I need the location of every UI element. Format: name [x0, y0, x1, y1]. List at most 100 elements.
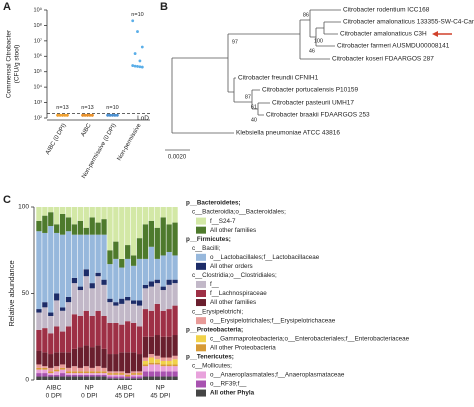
bar-segment	[65, 352, 72, 368]
bar-segment	[154, 362, 160, 365]
bar-segment	[59, 369, 66, 374]
leaf-label: Citrobacter koseri FDAARGOS 287	[332, 56, 434, 63]
bar-segment	[59, 331, 66, 353]
legend-label: o__Erysipelotrichales;f__Erysipelotricha…	[210, 317, 336, 324]
data-point	[113, 113, 117, 117]
bar-segment	[148, 364, 155, 372]
bar-segment	[83, 373, 89, 375]
bar-segment	[101, 315, 107, 349]
bar-segment	[77, 234, 84, 287]
panel-label: A	[3, 1, 11, 13]
bar-segment	[125, 245, 131, 259]
bar-segment	[125, 378, 131, 380]
bar-segment	[71, 283, 78, 315]
bar-segment	[130, 255, 137, 266]
bar-segment	[142, 284, 149, 289]
group-n: n=10	[131, 12, 143, 18]
group-label: NP	[85, 385, 94, 392]
legend-swatch	[196, 335, 206, 343]
bar-segment	[154, 359, 160, 363]
bar-segment	[107, 354, 113, 372]
bar-segment	[113, 373, 119, 375]
bar-segment	[142, 376, 149, 380]
bar-segment	[113, 258, 119, 303]
group-label: 45 DPI	[115, 393, 135, 400]
bar-segment	[59, 373, 66, 377]
bar-segment	[172, 371, 178, 377]
legend-swatch	[196, 280, 206, 288]
bar-segment	[130, 303, 137, 323]
bar-segment	[83, 207, 89, 228]
bar-segment	[148, 357, 155, 363]
group-label: AIBC	[46, 385, 61, 392]
bar-segment	[95, 276, 101, 311]
bar-segment	[154, 376, 160, 380]
bar-segment	[136, 207, 143, 239]
bar-segment	[125, 321, 131, 353]
bar-segment	[172, 255, 178, 280]
bar-segment	[54, 376, 60, 380]
bar-segment	[89, 374, 95, 377]
x-tick-label: AIBC (0 DPI)	[45, 123, 68, 156]
bar-segment	[119, 376, 125, 379]
bar-segment	[119, 352, 125, 372]
bar-segment	[89, 234, 95, 284]
bar-segment	[166, 366, 172, 372]
bar-segment	[136, 374, 143, 377]
bar-segment	[136, 300, 143, 306]
bar-segment	[119, 371, 125, 374]
bar-segment	[42, 302, 48, 308]
bar-segment	[125, 352, 131, 374]
bar-segment	[65, 207, 72, 218]
bootstrap-value: 100	[314, 38, 323, 44]
bar-segment	[89, 288, 95, 316]
bar-segment	[172, 207, 178, 223]
legend-swatch	[196, 253, 206, 261]
legend-swatch	[196, 380, 206, 388]
bar-segment	[172, 279, 178, 284]
bar-segment	[65, 231, 72, 297]
bar-segment	[77, 374, 84, 377]
bar-segment	[77, 290, 84, 316]
bar-segment	[71, 371, 78, 374]
data-point	[138, 59, 142, 63]
bar-segment	[172, 359, 178, 365]
data-point	[115, 113, 119, 117]
bar-segment	[54, 352, 60, 367]
bootstrap-value: 86	[303, 12, 309, 18]
bar-segment	[142, 371, 149, 377]
data-point	[63, 113, 67, 117]
lod-label: LoD	[137, 115, 149, 122]
bar-segment	[83, 345, 89, 367]
bar-segment	[101, 374, 107, 377]
bar-segment	[36, 373, 42, 377]
bar-segment	[130, 207, 137, 256]
legend-swatch	[196, 344, 206, 352]
bar-segment	[166, 360, 172, 365]
bar-segment	[148, 376, 155, 380]
bar-segment	[59, 207, 66, 214]
legend-label: f__Lachnospiraceae	[210, 290, 267, 297]
bar-segment	[42, 328, 48, 353]
legend-header: c__Bacilli;	[192, 245, 221, 252]
legend-swatch	[196, 226, 206, 234]
bar-segment	[89, 315, 95, 348]
bar-segment	[154, 283, 160, 304]
leaf-label: Klebsiella pneumoniae ATCC 43816	[236, 130, 340, 137]
bar-segment	[71, 376, 78, 380]
group-label: 0 DPI	[46, 393, 62, 400]
data-point	[83, 113, 87, 117]
bar-segment	[71, 314, 78, 349]
bootstrap-value: 40	[251, 117, 257, 123]
bar-segment	[148, 362, 155, 365]
bar-segment	[154, 335, 160, 356]
bar-segment	[48, 312, 54, 316]
bar-segment	[71, 277, 78, 284]
bar-segment	[48, 376, 54, 380]
bar-segment	[59, 376, 66, 380]
tree-branches	[171, 9, 341, 134]
bar-segment	[107, 322, 113, 355]
bar-segment	[54, 369, 60, 372]
bar-segment	[166, 284, 172, 310]
bar-segment	[59, 310, 66, 332]
